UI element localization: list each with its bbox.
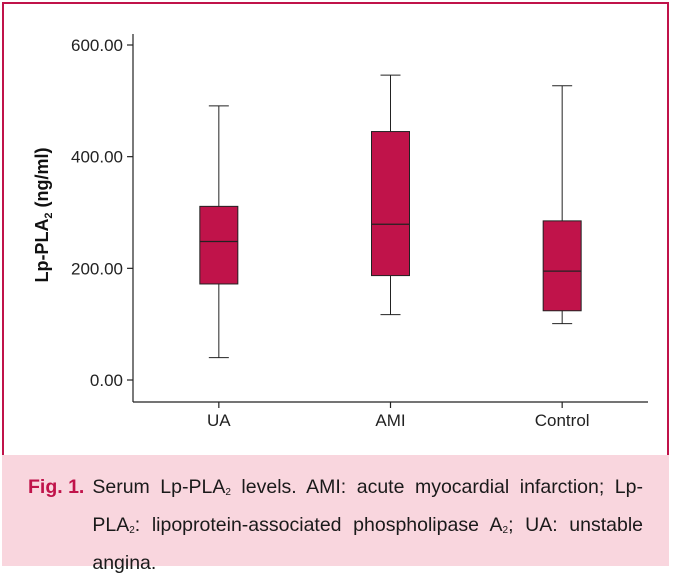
x-tick-label: UA bbox=[207, 411, 231, 430]
y-ticks: 0.00 200.00 400.00 600.00 bbox=[71, 36, 133, 390]
y-tick-label: 200.00 bbox=[71, 259, 123, 278]
y-axis-label: Lp-PLA2 (ng/ml) bbox=[32, 147, 55, 282]
caption-text: Serum Lp-PLA2 levels. AMI: acute myocard… bbox=[92, 476, 643, 574]
box-ua bbox=[199, 105, 239, 359]
boxplot-chart: 0.00 200.00 400.00 600.00 UA AMI Control Lp-P… bbox=[32, 34, 648, 430]
box-control bbox=[542, 85, 582, 325]
x-tick-label: Control bbox=[535, 411, 590, 430]
y-tick-label: 600.00 bbox=[71, 36, 123, 55]
iqr-box bbox=[542, 220, 582, 312]
y-tick-label: 0.00 bbox=[90, 371, 123, 390]
y-tick-label: 400.00 bbox=[71, 148, 123, 167]
iqr-box bbox=[199, 205, 239, 285]
x-tick-label: AMI bbox=[375, 411, 405, 430]
box-ami bbox=[371, 74, 410, 316]
caption-label: Fig. 1. bbox=[28, 476, 85, 498]
x-ticks: UA AMI Control bbox=[207, 402, 590, 430]
figure-caption: Fig. 1. Serum Lp-PLA2 levels. AMI: acute… bbox=[2, 455, 669, 574]
iqr-box bbox=[371, 131, 410, 277]
boxes bbox=[199, 74, 582, 359]
